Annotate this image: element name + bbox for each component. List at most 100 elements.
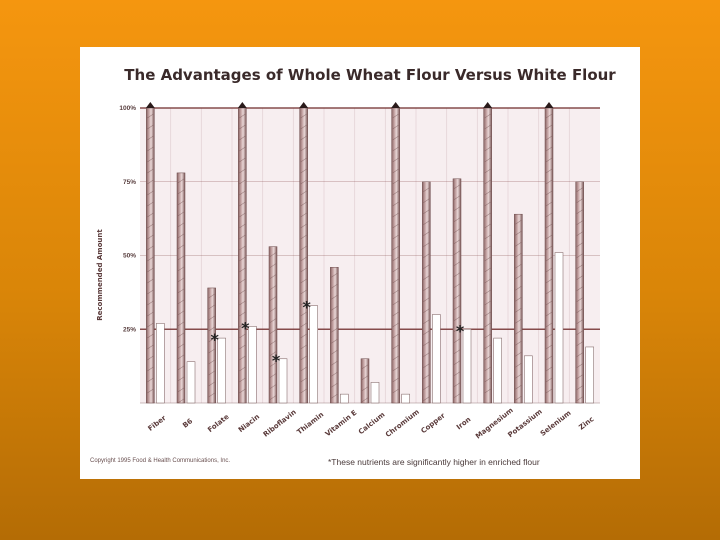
- x-tick-label: Folate: [206, 413, 230, 435]
- bar-texture: [545, 124, 553, 130]
- bar-texture: [392, 245, 399, 251]
- bar-texture: [331, 317, 338, 322]
- bar-texture: [515, 285, 522, 291]
- bar-texture: [545, 179, 553, 185]
- bar-texture: [147, 344, 154, 350]
- whole-wheat-bar: [238, 107, 247, 404]
- bar-texture: [576, 253, 583, 258]
- overflow-arrow: [544, 102, 554, 108]
- whole-wheat-bar: [514, 213, 523, 404]
- x-tick-label: Fiber: [147, 414, 168, 433]
- bar-texture: [392, 135, 399, 141]
- bar-texture: [484, 146, 491, 152]
- bar-texture: [423, 374, 430, 379]
- slide: The Advantages of Whole Wheat Flour Vers…: [80, 47, 640, 479]
- bar-texture: [423, 385, 430, 390]
- bar-texture: [484, 311, 491, 317]
- y-tick-label: 50%: [123, 253, 136, 260]
- bar-texture: [239, 234, 246, 240]
- white-flour-bar: [217, 337, 226, 404]
- bar-texture: [239, 223, 246, 229]
- bar-texture: [147, 355, 154, 361]
- bar-texture: [177, 376, 185, 382]
- bar-texture: [515, 252, 522, 258]
- bar-texture: [300, 355, 307, 361]
- bar-texture: [545, 190, 553, 196]
- overflow-arrow: [145, 102, 155, 108]
- bar-texture: [331, 328, 338, 333]
- bar-texture: [331, 339, 338, 344]
- bar-texture: [331, 361, 338, 366]
- x-tick-label: Iron: [455, 415, 472, 431]
- bar-texture: [269, 351, 277, 356]
- bar-texture: [208, 326, 215, 332]
- bar-texture: [453, 184, 461, 190]
- bar-texture: [177, 321, 185, 327]
- bar-texture: [453, 217, 461, 223]
- bar-texture: [576, 198, 583, 203]
- bar-texture: [177, 233, 185, 239]
- bar-texture: [300, 366, 307, 372]
- bar-texture: [484, 366, 491, 372]
- bar-texture: [208, 293, 215, 299]
- bar-texture: [515, 384, 522, 390]
- bar-texture: [423, 275, 430, 280]
- bar-texture: [423, 297, 430, 302]
- bar-texture: [239, 278, 246, 284]
- bar-texture: [515, 263, 522, 269]
- bar-texture: [177, 354, 185, 360]
- bar-texture: [177, 211, 185, 217]
- bar-texture: [453, 261, 461, 267]
- whole-wheat-bar: [360, 358, 370, 404]
- bar-texture: [392, 267, 399, 273]
- bar-texture: [423, 209, 430, 214]
- bar-texture: [484, 113, 491, 119]
- bar-texture: [300, 168, 307, 174]
- bar-texture: [147, 245, 154, 251]
- bar-texture: [300, 256, 307, 262]
- whole-wheat-bar: [268, 246, 278, 404]
- y-tick-label: 25%: [123, 326, 136, 333]
- white-flour-bar: [156, 323, 165, 404]
- whole-wheat-bar: [391, 107, 400, 404]
- bar-texture: [239, 113, 246, 119]
- bar-texture: [239, 344, 246, 350]
- bar-texture: [515, 307, 522, 313]
- bar-texture: [576, 319, 583, 324]
- bar-texture: [453, 338, 461, 344]
- bar-texture: [269, 318, 277, 323]
- bar-texture: [515, 351, 522, 357]
- bar-texture: [515, 274, 522, 280]
- bar-texture: [331, 394, 338, 399]
- bar-texture: [484, 388, 491, 394]
- bar-texture: [239, 212, 246, 218]
- bar-texture: [239, 256, 246, 262]
- bar-texture: [545, 201, 553, 207]
- bar-texture: [269, 263, 277, 268]
- bar-texture: [576, 341, 583, 346]
- white-flour-bar: [248, 325, 257, 404]
- white-flour-bar: [401, 393, 410, 404]
- bar-texture: [576, 275, 583, 280]
- overflow-arrow: [391, 102, 401, 108]
- bar-texture: [576, 297, 583, 302]
- white-flour-bar: [524, 355, 533, 404]
- bar-texture: [453, 371, 461, 377]
- bar-texture: [545, 245, 553, 251]
- bar-texture: [576, 209, 583, 214]
- white-flour-bar: [186, 361, 196, 404]
- bar-texture: [392, 300, 399, 306]
- bar-texture: [576, 352, 583, 357]
- bar-texture: [208, 348, 215, 354]
- bar-texture: [269, 307, 277, 312]
- bar-texture: [423, 286, 430, 291]
- bar-texture: [269, 329, 277, 334]
- bar-texture: [147, 234, 154, 240]
- bar-texture: [208, 304, 215, 310]
- bar-texture: [269, 384, 277, 389]
- bar-texture: [239, 157, 246, 163]
- bar-texture: [269, 395, 277, 400]
- bar-texture: [545, 146, 553, 152]
- bar-texture: [300, 300, 307, 306]
- bar-texture: [545, 223, 553, 229]
